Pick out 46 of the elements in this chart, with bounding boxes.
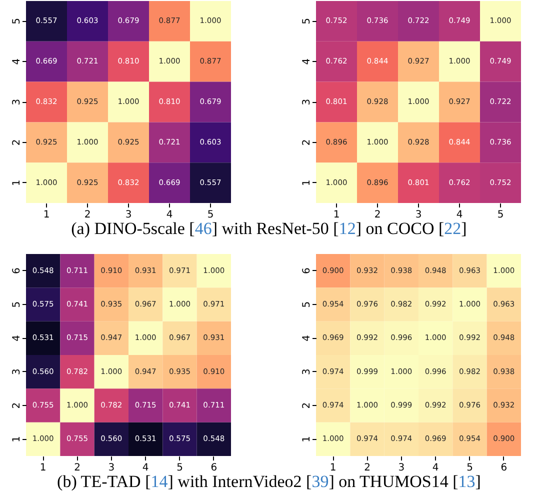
x-tick-label: 2 <box>74 462 80 474</box>
y-tick-label: 3 <box>302 98 312 106</box>
y-tick-label: 5 <box>302 301 312 308</box>
y-tick-label: 1 <box>302 436 312 442</box>
y-tick-label: 5 <box>12 18 22 24</box>
x-tick-label: 3 <box>398 462 405 474</box>
x-tick-label: 5 <box>466 462 473 474</box>
y-tick-label: 4 <box>12 58 22 65</box>
y-tick-label: 4 <box>302 58 312 65</box>
text: (a) DINO-5scale [46] with ResNet-50 [12] on COCO [22] <box>71 219 467 238</box>
y-tick-label: 3 <box>12 368 22 376</box>
x-tick-label: 5 <box>176 462 183 474</box>
y-tick-label: 2 <box>302 139 312 146</box>
x-tick-label: 1 <box>330 462 336 474</box>
y-tick-label: 1 <box>302 180 312 186</box>
y-tick-label: 2 <box>302 402 312 409</box>
y-tick-label: 4 <box>12 334 22 342</box>
x-tick-label: 3 <box>415 210 422 220</box>
x-tick-label: 1 <box>43 210 50 220</box>
x-tick-label: 4 <box>456 210 463 220</box>
x-tick-label: 2 <box>364 462 370 474</box>
x-tick-label: 2 <box>374 210 381 220</box>
y-tick-label: 2 <box>12 139 22 146</box>
y-tick-label: 5 <box>302 18 312 24</box>
y-tick-label: 3 <box>302 368 312 376</box>
y-tick-label: 3 <box>12 98 22 106</box>
x-tick-label: 2 <box>84 210 91 220</box>
y-tick-label: 6 <box>12 268 22 274</box>
x-tick-label: 4 <box>142 462 149 474</box>
y-tick-label: 4 <box>302 334 312 342</box>
x-tick-label: 4 <box>432 462 439 474</box>
y-tick-label: 6 <box>302 268 312 274</box>
x-tick-label: 5 <box>207 210 214 220</box>
y-tick-label: 5 <box>12 301 22 308</box>
x-tick-label: 3 <box>108 462 115 474</box>
text: (b) TE-TAD [14] with InternVideo2 [39] on THUMOS14 [13] <box>57 472 481 491</box>
x-tick-label: 4 <box>166 210 173 220</box>
y-tick-label: 1 <box>12 180 22 186</box>
y-tick-label: 1 <box>12 436 22 442</box>
x-tick-label: 5 <box>497 210 504 220</box>
y-tick-label: 2 <box>12 402 22 409</box>
x-tick-label: 6 <box>210 462 218 474</box>
x-tick-label: 1 <box>40 462 46 474</box>
x-tick-label: 1 <box>333 210 340 220</box>
x-tick-label: 3 <box>125 210 132 220</box>
x-tick-label: 6 <box>500 462 508 474</box>
